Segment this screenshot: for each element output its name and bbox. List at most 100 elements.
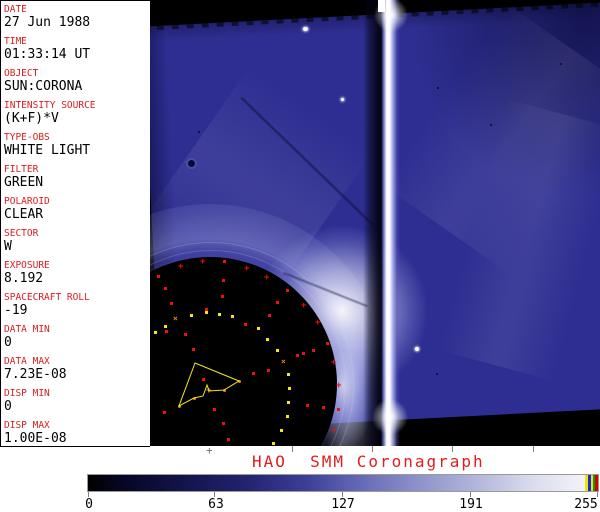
field-label: INTENSITY SOURCE <box>4 100 96 111</box>
red-square-marker <box>157 275 160 278</box>
field-value: 0 <box>4 335 12 350</box>
yellow-square-marker <box>190 314 193 317</box>
red-square-marker <box>205 308 208 311</box>
field-value: 8.192 <box>4 271 44 286</box>
red-square-marker <box>326 342 329 345</box>
dark-speck <box>437 87 439 89</box>
red-square-marker <box>192 348 195 351</box>
field-value: (K+F)*V <box>4 111 59 126</box>
metadata-panel: DATE 27 Jun 1988 TIME 01:33:14 UT OBJECT SUN:… <box>0 0 150 447</box>
field-label: DATE <box>4 4 27 15</box>
dust-blob <box>188 160 195 167</box>
field-value: SUN:CORONA <box>4 79 83 94</box>
bottom-axis-tick <box>292 446 293 452</box>
yellow-square-marker <box>218 313 221 316</box>
yellow-square-marker <box>154 331 157 334</box>
red-square-marker <box>276 301 279 304</box>
dark-speck <box>490 124 492 126</box>
bottom-axis-tick <box>452 446 453 452</box>
metadata-field-exposure: EXPOSURE 8.192 <box>4 261 150 286</box>
red-square-marker <box>312 349 315 352</box>
field-value: 0 <box>4 399 12 414</box>
field-label: DISP MAX <box>4 420 50 431</box>
field-value: 7.23E-08 <box>4 367 67 382</box>
red-square-marker <box>306 404 309 407</box>
intensity-colorbar <box>87 474 599 492</box>
metadata-field-data-max: DATA MAX 7.23E-08 <box>4 357 150 382</box>
white-speck <box>415 347 419 351</box>
colorbar-tick-label: 255 <box>574 497 598 512</box>
yellow-square-marker <box>287 373 290 376</box>
yellow-square-marker <box>276 349 279 352</box>
field-value: -19 <box>4 303 28 318</box>
streak-bottom-glow <box>372 382 408 446</box>
metadata-field-data-min: DATA MIN 0 <box>4 325 150 350</box>
metadata-field-sector: SECTOR W <box>4 229 150 254</box>
red-square-marker <box>164 287 167 290</box>
yellow-square-marker <box>164 325 167 328</box>
orange-dot-marker <box>178 405 181 408</box>
field-value: 1.00E-08 <box>4 431 67 446</box>
red-square-marker <box>268 314 271 317</box>
metadata-field-date: DATE 27 Jun 1988 <box>4 5 150 30</box>
field-label: OBJECT <box>4 68 39 79</box>
metadata-field-time: TIME 01:33:14 UT <box>4 37 150 62</box>
field-label: SPACECRAFT ROLL <box>4 292 90 303</box>
red-square-marker <box>223 260 226 263</box>
red-square-marker <box>163 411 166 414</box>
yellow-square-marker <box>205 311 208 314</box>
field-label: SECTOR <box>4 228 39 239</box>
red-plus-marker: + <box>331 358 337 368</box>
dark-speck <box>436 373 438 375</box>
red-square-marker <box>296 354 299 357</box>
orange-x-marker: × <box>281 357 286 366</box>
red-plus-marker: + <box>301 301 307 311</box>
bottom-axis-tick <box>372 446 373 452</box>
bottom-axis-tick <box>533 446 534 452</box>
field-label: FILTER <box>4 164 39 175</box>
field-label: POLAROID <box>4 196 50 207</box>
metadata-field-type-obs: TYPE-OBS WHITE LIGHT <box>4 133 150 158</box>
red-square-marker <box>227 438 230 441</box>
page-title: HAO SMM Coronagraph <box>252 452 485 471</box>
red-square-marker <box>221 295 224 298</box>
field-label: TYPE-OBS <box>4 132 50 143</box>
yellow-square-marker <box>286 415 289 418</box>
red-plus-marker: + <box>331 426 337 436</box>
metadata-field-polaroid: POLAROID CLEAR <box>4 197 150 222</box>
orange-x-marker: × <box>173 314 178 323</box>
yellow-square-marker <box>266 338 269 341</box>
dark-speck <box>560 63 562 65</box>
yellow-square-marker <box>231 315 234 318</box>
saturation-stripe <box>595 475 598 491</box>
red-square-marker <box>202 378 205 381</box>
saturation-stripe <box>588 475 591 491</box>
field-label: DATA MIN <box>4 324 50 335</box>
yellow-square-marker <box>280 429 283 432</box>
red-square-marker <box>286 289 289 292</box>
field-value: W <box>4 239 12 254</box>
metadata-field-object: OBJECT SUN:CORONA <box>4 69 150 94</box>
colorbar-saturation-stripes <box>585 475 598 491</box>
white-speck <box>303 27 308 31</box>
colorbar-tick <box>88 492 89 497</box>
field-label: DISP MIN <box>4 388 50 399</box>
red-square-marker <box>222 422 225 425</box>
colorbar-tick <box>470 492 471 497</box>
yellow-square-marker <box>288 387 291 390</box>
pylon-dark-band <box>363 0 383 446</box>
sun-center-x-marker: + <box>206 444 213 457</box>
orange-dot-marker <box>193 397 196 400</box>
red-plus-marker: + <box>200 257 206 267</box>
field-label: TIME <box>4 36 27 47</box>
red-square-marker <box>244 323 247 326</box>
saturation-stripe <box>591 475 593 491</box>
colorbar-gradient <box>88 475 585 491</box>
red-square-marker <box>222 279 225 282</box>
metadata-field-intensity-source: INTENSITY SOURCE (K+F)*V <box>4 101 150 126</box>
red-square-marker <box>337 408 340 411</box>
field-value: WHITE LIGHT <box>4 143 91 158</box>
colorbar-tick <box>597 492 598 497</box>
red-plus-marker: + <box>178 262 184 272</box>
white-speck <box>341 98 344 101</box>
